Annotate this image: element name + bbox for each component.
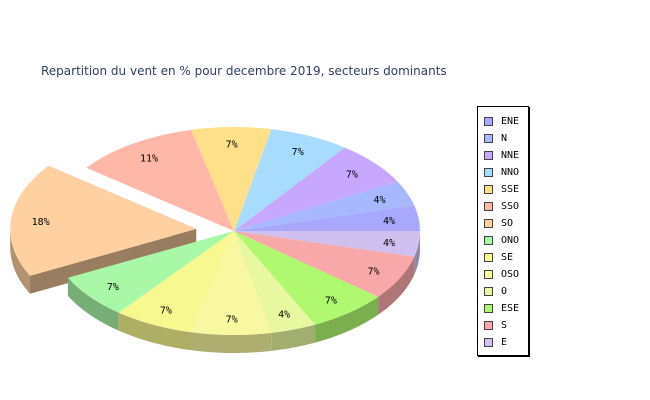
legend-swatch — [484, 252, 493, 262]
legend: ENE N NNE NNO SSE SSO SO ONO SE OSO O ESE S E — [477, 106, 529, 356]
data-label-e: 4% — [383, 238, 395, 249]
legend-label: N — [501, 132, 508, 144]
data-label-se: 7% — [160, 306, 172, 317]
pie-slice-oso — [191, 231, 272, 335]
pie-slice-e — [234, 231, 420, 257]
legend-swatch — [484, 184, 493, 194]
legend-item-n: N — [484, 132, 507, 144]
data-label-ene: 4% — [383, 216, 395, 227]
pie-slice-ono — [67, 231, 234, 313]
legend-swatch — [484, 235, 493, 245]
pie-slice-n — [234, 181, 415, 231]
legend-item-oso: OSO — [484, 268, 519, 280]
pie-side-o — [271, 324, 316, 351]
pie-slice-o — [234, 231, 316, 333]
legend-swatch — [484, 150, 493, 160]
pie-slice-ese — [234, 231, 379, 325]
legend-label: SSO — [501, 200, 520, 212]
legend-item-ese: ESE — [484, 302, 519, 314]
legend-item-s: S — [484, 319, 507, 331]
pie-tops — [10, 127, 420, 335]
data-label-sso: 11% — [140, 154, 158, 165]
data-label-n: 4% — [373, 195, 385, 206]
pie-slice-sso — [86, 129, 234, 231]
legend-swatch — [484, 303, 493, 313]
legend-label: ENE — [501, 115, 520, 127]
legend-swatch — [484, 337, 493, 347]
legend-item-se: SE — [484, 251, 513, 263]
legend-label: O — [501, 285, 508, 297]
pie-labels: 4% 4% 7% 7% 7% 11% 18% 7% 7% 7% 4% 7% 7% 4% — [32, 140, 395, 326]
pie-slice-ene — [234, 205, 420, 231]
legend-label: S — [501, 319, 508, 331]
data-label-so: 18% — [32, 217, 50, 228]
legend-swatch — [484, 116, 493, 126]
pie-side-ese — [315, 296, 379, 343]
legend-label: ESE — [501, 302, 520, 314]
data-label-nne: 7% — [346, 170, 358, 181]
legend-swatch — [484, 133, 493, 143]
pie-side-oso — [191, 332, 272, 353]
pie-slice-so — [10, 165, 197, 276]
legend-item-e: E — [484, 336, 507, 348]
legend-label: SE — [501, 251, 514, 263]
legend-item-ono: ONO — [484, 234, 519, 246]
pie-side-s — [378, 256, 415, 315]
legend-label: NNO — [501, 166, 520, 178]
legend-label: OSO — [501, 268, 520, 280]
data-label-ono: 7% — [107, 282, 119, 293]
chart-title: Repartition du vent en % pour decembre 2… — [41, 64, 447, 78]
data-label-nno: 7% — [292, 147, 304, 158]
legend-item-sso: SSO — [484, 200, 519, 212]
data-label-oso: 7% — [226, 314, 238, 325]
legend-item-so: SO — [484, 217, 513, 229]
legend-swatch — [484, 269, 493, 279]
legend-label: E — [501, 336, 508, 348]
pie-side-se — [118, 312, 191, 351]
pie-slice-nno — [234, 129, 345, 231]
legend-swatch — [484, 167, 493, 177]
legend-item-nno: NNO — [484, 166, 519, 178]
pie-slice-nne — [234, 147, 398, 231]
legend-item-sse: SSE — [484, 183, 519, 195]
legend-item-ene: ENE — [484, 115, 519, 127]
data-label-o: 4% — [278, 310, 290, 321]
pie-side-so — [10, 229, 31, 294]
pie-slice-se — [118, 231, 234, 333]
pie-slice-s — [234, 231, 415, 297]
pie-slice-sse — [191, 127, 272, 231]
legend-swatch — [484, 286, 493, 296]
legend-item-nne: NNE — [484, 149, 519, 161]
legend-label: SSE — [501, 183, 520, 195]
legend-swatch — [484, 320, 493, 330]
data-label-sse: 7% — [226, 140, 238, 151]
legend-label: SO — [501, 217, 514, 229]
data-label-s: 7% — [367, 266, 379, 277]
legend-swatch — [484, 201, 493, 211]
legend-swatch — [484, 218, 493, 228]
pie-side-e — [414, 231, 420, 275]
legend-label: ONO — [501, 234, 520, 246]
pie-side-ono — [67, 277, 119, 331]
data-label-ese: 7% — [325, 296, 337, 307]
legend-label: NNE — [501, 149, 520, 161]
legend-item-o: O — [484, 285, 507, 297]
